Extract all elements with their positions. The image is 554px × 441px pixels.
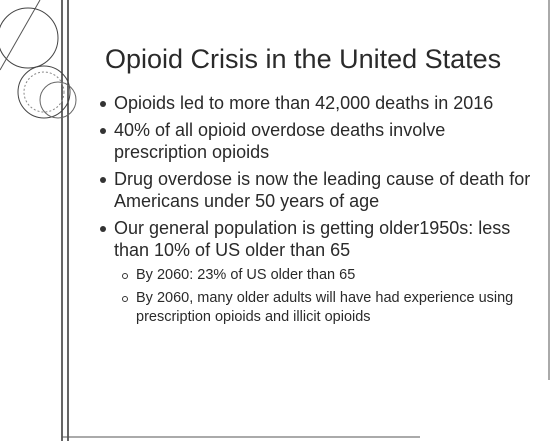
- bullet-marker: [100, 177, 106, 183]
- bullet-marker: [122, 296, 128, 302]
- sub-bullet: By 2060, many older adults will have had…: [122, 289, 536, 327]
- bullet: Our general population is getting older1…: [100, 217, 540, 261]
- bullet-text: By 2060: 23% of US older than 65: [136, 267, 356, 283]
- bullet-text: By 2060, many older adults will have had…: [136, 290, 514, 325]
- bullet-marker: [100, 101, 106, 107]
- circle-ornament: [17, 65, 71, 119]
- bullet-marker: [100, 226, 106, 232]
- bullet: 40% of all opioid overdose deaths involv…: [100, 119, 540, 163]
- bullet-text: Drug overdose is now the leading cause o…: [114, 169, 531, 211]
- circle-ornament: [23, 71, 65, 113]
- bullet-list: Opioids led to more than 42,000 deaths i…: [100, 92, 540, 331]
- sub-bullet: By 2060: 23% of US older than 65: [122, 266, 536, 285]
- bullet-text: Our general population is getting older1…: [114, 218, 511, 260]
- bullet: Opioids led to more than 42,000 deaths i…: [100, 92, 540, 114]
- bullet-text: 40% of all opioid overdose deaths involv…: [114, 120, 446, 162]
- ornament-line: [0, 0, 41, 71]
- bullet: Drug overdose is now the leading cause o…: [100, 168, 540, 212]
- slide-title: Opioid Crisis in the United States: [105, 44, 502, 74]
- bullet-marker: [100, 128, 106, 134]
- circle-ornament: [0, 7, 59, 69]
- circle-ornament: [39, 81, 77, 119]
- bullet-text: Opioids led to more than 42,000 deaths i…: [114, 93, 494, 113]
- bullet-marker: [122, 273, 128, 279]
